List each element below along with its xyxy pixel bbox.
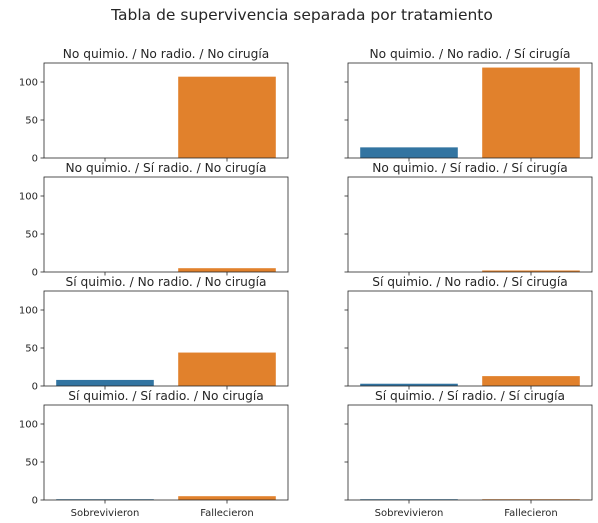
subplot-2: No quimio. / No radio. / Sí cirugía [344,47,593,162]
axes-frame [43,176,289,273]
bar-fallecieron [178,496,276,500]
subplot-title: No quimio. / No radio. / No cirugía [63,47,269,61]
bar-fallecieron [178,268,276,272]
subplot-title: No quimio. / Sí radio. / Sí cirugía [372,161,568,175]
subplot-title: No quimio. / Sí radio. / No cirugía [66,161,267,175]
bar-sobrevivieron [360,383,458,386]
subplot-8: Sí quimio. / Sí radio. / Sí cirugía Sobre… [344,389,593,519]
subplot-4: No quimio. / Sí radio. / Sí cirugía [344,161,593,276]
subplot-7: Sí quimio. / Sí radio. / No cirugía 0 50 10… [19,389,289,519]
y-tick-label: 100 [19,192,38,203]
bar-fallecieron [482,67,580,158]
x-tick-label: Fallecieron [504,508,557,519]
x-tick-label: Sobrevivieron [71,508,140,519]
y-tick-label: 100 [19,306,38,317]
y-tick-label: 0 [32,268,38,279]
y-tick-label: 50 [25,458,38,469]
subplot-6: Sí quimio. / No radio. / Sí cirugía [344,275,593,390]
bar-fallecieron [178,76,276,158]
y-tick-label: 100 [19,78,38,89]
subplot-3: No quimio. / Sí radio. / No cirugía 0 50 10… [19,161,289,279]
subplot-title: Sí quimio. / Sí radio. / Sí cirugía [375,389,565,403]
axes-frame [43,290,289,387]
y-tick-label: 50 [25,344,38,355]
y-tick-label: 0 [32,496,38,507]
x-tick-label: Fallecieron [200,508,253,519]
x-tick-label: Sobrevivieron [375,508,444,519]
y-tick-label: 50 [25,116,38,127]
subplot-5: Sí quimio. / No radio. / No cirugía 0 50 10… [19,275,289,393]
y-tick-label: 0 [32,382,38,393]
axes-frame [347,404,593,501]
y-tick-label: 100 [19,420,38,431]
subplot-grid: No quimio. / No radio. / No cirugía 0 50 10… [19,47,593,519]
bar-sobrevivieron [360,147,458,158]
y-tick-label: 50 [25,230,38,241]
bar-fallecieron [178,352,276,386]
subplot-title: Sí quimio. / Sí radio. / No cirugía [68,389,264,403]
bar-fallecieron [482,376,580,386]
axes-frame [347,290,593,387]
axes-frame [43,404,289,501]
subplot-title: Sí quimio. / No radio. / No cirugía [66,275,267,289]
bar-sobrevivieron [56,379,154,386]
axes-frame [43,62,289,159]
subplot-title: Sí quimio. / No radio. / Sí cirugía [372,275,568,289]
axes-frame [347,62,593,159]
subplot-title: No quimio. / No radio. / Sí cirugía [370,47,571,61]
bar-fallecieron [482,270,580,272]
subplot-1: No quimio. / No radio. / No cirugía 0 50 10… [19,47,289,165]
figure-title: Tabla de supervivencia separada por trat… [110,6,493,24]
y-tick-label: 0 [32,154,38,165]
axes-frame [347,176,593,273]
